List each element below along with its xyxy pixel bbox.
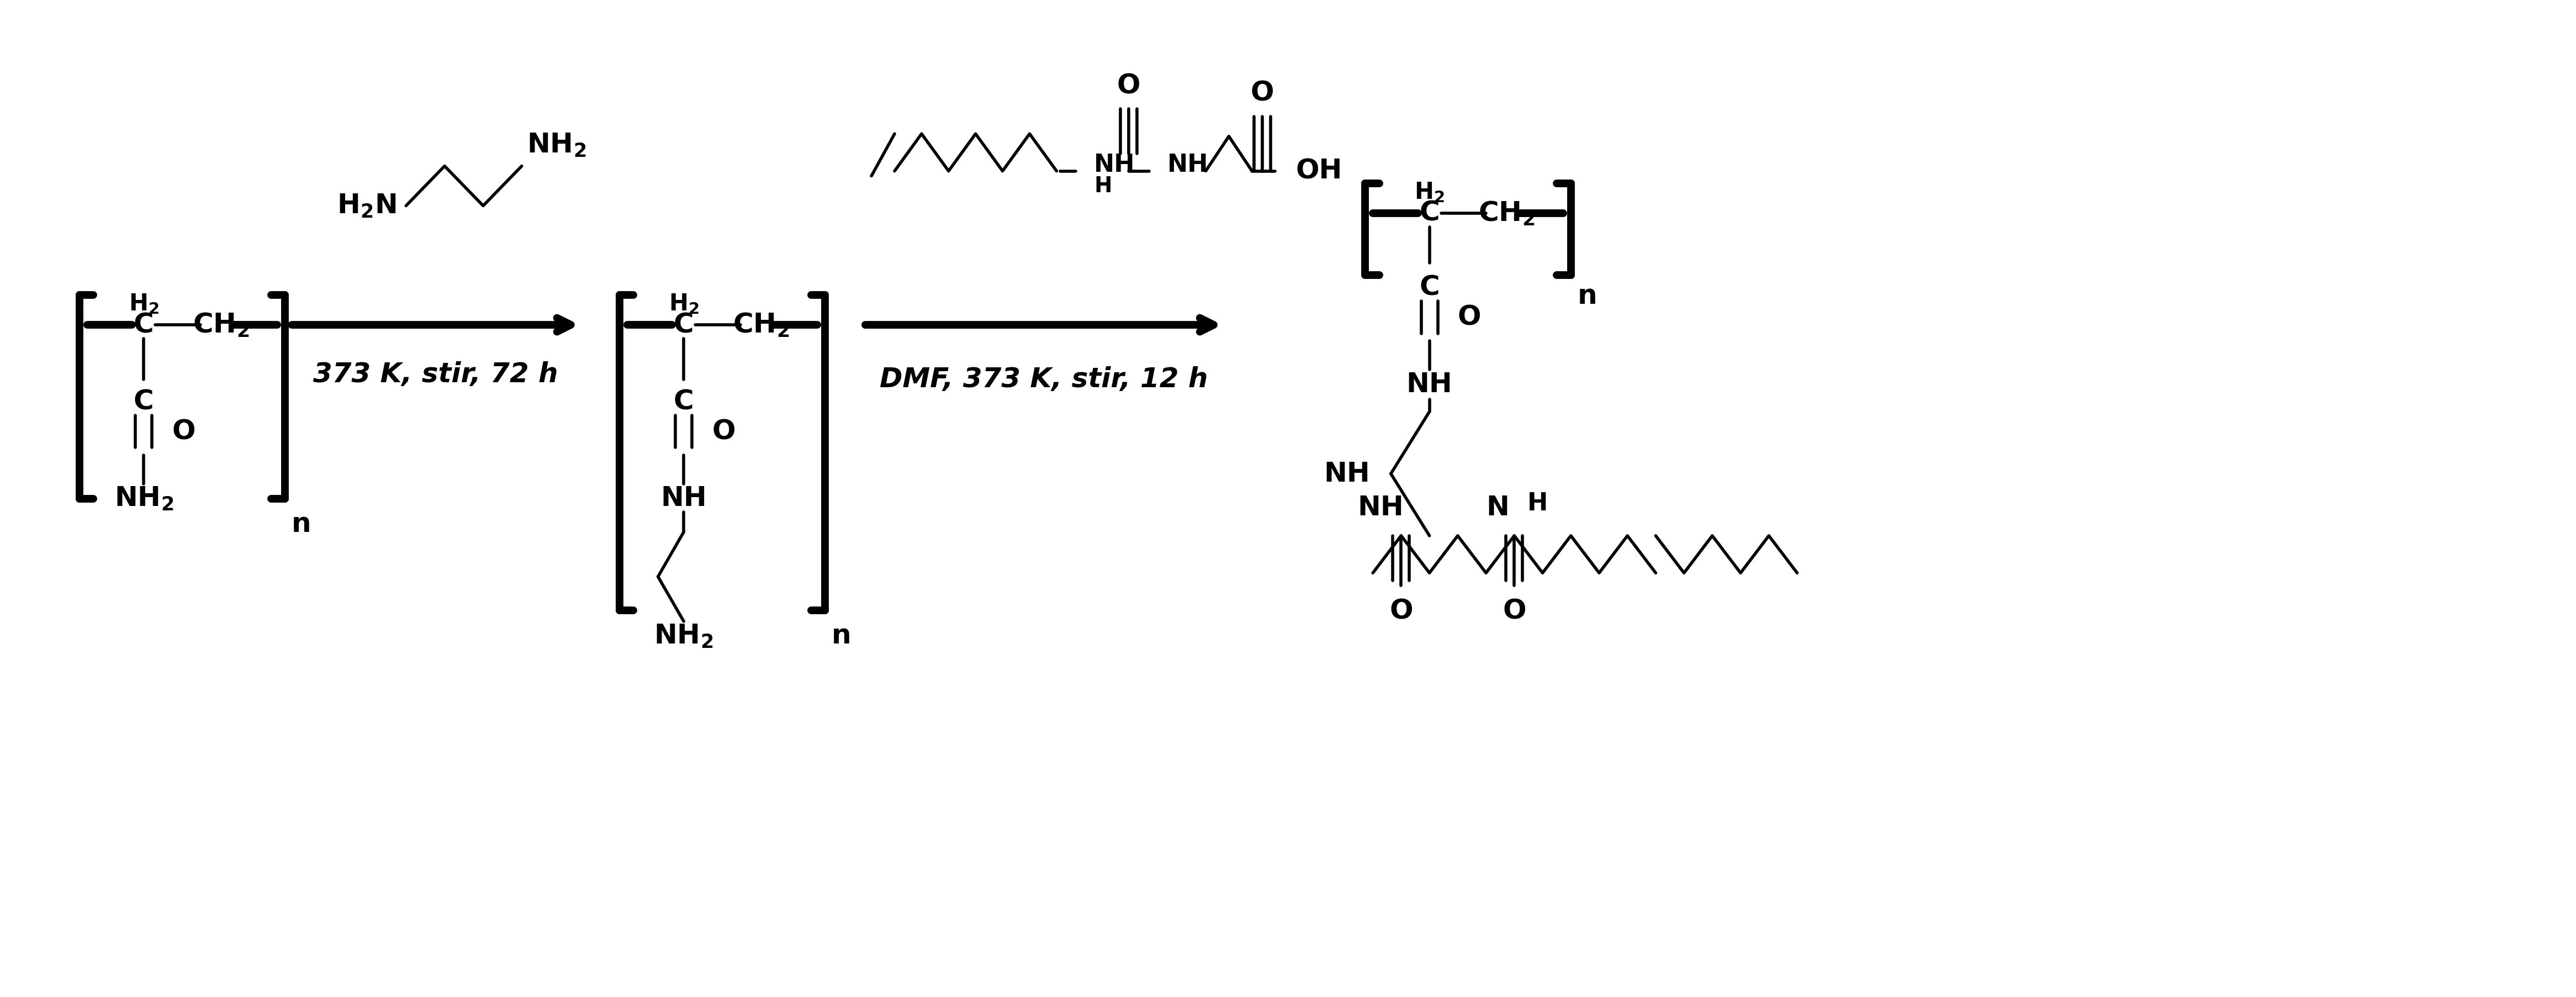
Text: H: H — [1095, 175, 1113, 196]
Text: O: O — [1118, 73, 1141, 99]
Text: O: O — [1249, 80, 1275, 107]
Text: 373 K, stir, 72 h: 373 K, stir, 72 h — [314, 361, 559, 388]
Text: n: n — [291, 510, 312, 537]
Text: $\mathregular{H_2N}$: $\mathregular{H_2N}$ — [337, 192, 397, 219]
Text: O: O — [1388, 598, 1412, 624]
Text: O: O — [1458, 304, 1481, 331]
Text: $\mathregular{CH_2}$: $\mathregular{CH_2}$ — [1479, 199, 1535, 226]
Text: $\mathregular{NH_2}$: $\mathregular{NH_2}$ — [654, 623, 714, 649]
Text: C: C — [672, 389, 693, 415]
Text: O: O — [1502, 598, 1525, 624]
Text: n: n — [832, 622, 850, 649]
Text: NH: NH — [1324, 461, 1370, 487]
Text: $\mathregular{CH_2}$: $\mathregular{CH_2}$ — [732, 311, 788, 338]
Text: NH: NH — [1167, 153, 1208, 176]
Text: $\mathregular{H_2}$: $\mathregular{H_2}$ — [129, 292, 160, 315]
Text: C: C — [672, 312, 693, 338]
Text: C: C — [134, 312, 155, 338]
Text: C: C — [1419, 200, 1440, 226]
Text: OH: OH — [1296, 158, 1342, 184]
Text: $\mathregular{NH_2}$: $\mathregular{NH_2}$ — [528, 132, 587, 159]
Text: NH: NH — [1358, 495, 1404, 520]
Text: DMF, 373 K, stir, 12 h: DMF, 373 K, stir, 12 h — [878, 366, 1208, 393]
Text: $\mathregular{CH_2}$: $\mathregular{CH_2}$ — [193, 311, 250, 338]
Text: $\mathregular{H_2}$: $\mathregular{H_2}$ — [1414, 180, 1445, 203]
Text: n: n — [1577, 283, 1597, 309]
Text: $\mathregular{NH_2}$: $\mathregular{NH_2}$ — [113, 486, 173, 511]
Text: O: O — [711, 419, 737, 445]
Text: $\mathregular{H_2}$: $\mathregular{H_2}$ — [670, 292, 698, 315]
Text: NH: NH — [1406, 371, 1453, 398]
Text: C: C — [134, 389, 155, 415]
Text: C: C — [1419, 274, 1440, 301]
Text: NH: NH — [659, 486, 706, 511]
Text: H: H — [1528, 492, 1548, 515]
Text: NH: NH — [1095, 153, 1136, 176]
Text: O: O — [173, 419, 196, 445]
Text: N: N — [1486, 495, 1510, 520]
